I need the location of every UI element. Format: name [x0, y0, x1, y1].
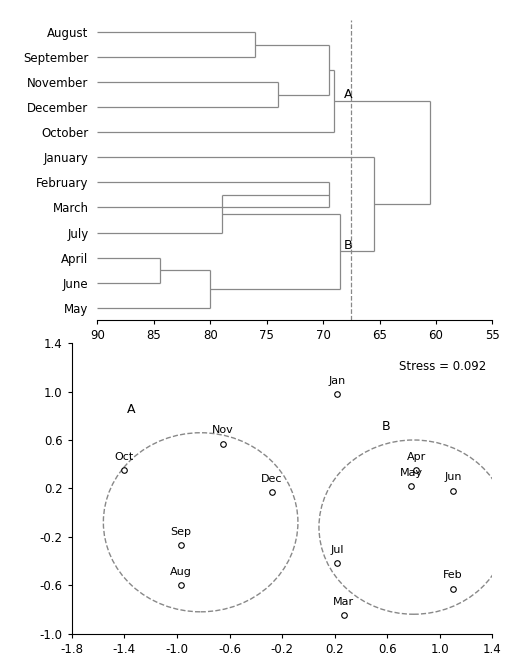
Text: Mar: Mar: [333, 597, 354, 607]
Text: B: B: [382, 420, 391, 434]
Text: Jul: Jul: [330, 545, 344, 555]
X-axis label: Similarity (%): Similarity (%): [252, 348, 338, 360]
Text: A: A: [344, 88, 352, 102]
Text: B: B: [344, 238, 352, 251]
Text: A: A: [127, 403, 135, 416]
Text: Stress = 0.092: Stress = 0.092: [399, 360, 486, 373]
Text: Apr: Apr: [407, 452, 426, 462]
Text: Aug: Aug: [170, 567, 192, 577]
Text: Oct: Oct: [115, 452, 134, 462]
Text: May: May: [400, 467, 423, 478]
Text: Dec: Dec: [261, 474, 282, 484]
Text: Jun: Jun: [444, 473, 462, 482]
Text: Feb: Feb: [443, 570, 463, 580]
Text: Sep: Sep: [170, 527, 191, 537]
Text: Jan: Jan: [329, 376, 346, 385]
Text: Nov: Nov: [212, 425, 234, 435]
